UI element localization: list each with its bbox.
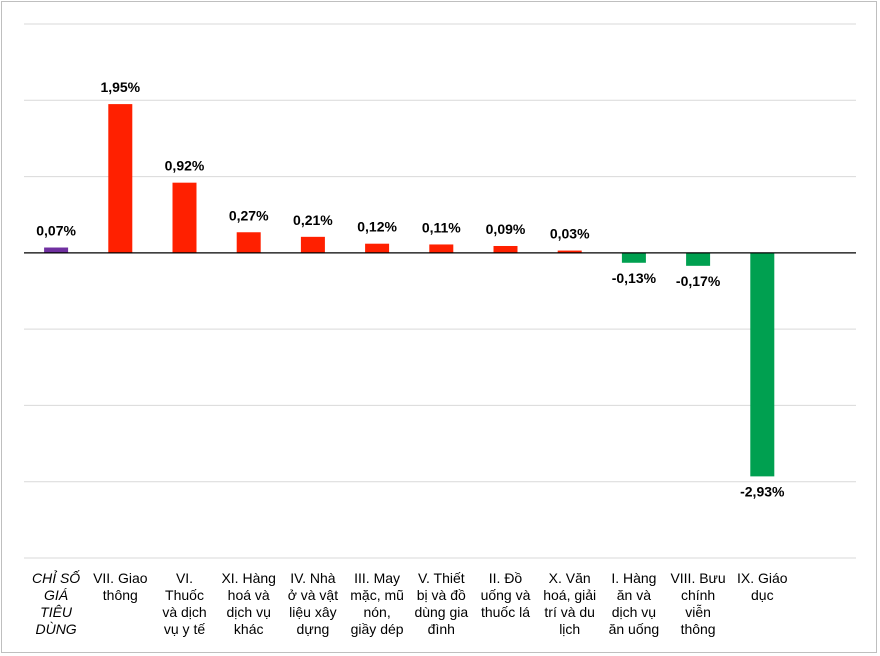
category-label-line: ăn và [617, 587, 651, 603]
category-label-line: XI. Hàng [221, 570, 275, 586]
category-label-line: hoá, giải [543, 587, 596, 603]
data-label: 0,03% [550, 226, 590, 242]
bar [686, 252, 711, 266]
category-label-line: VI. [176, 570, 193, 586]
category-label: X. Văn hoá, giải trí và du lịch [543, 570, 596, 637]
category-label-line: thông [681, 621, 716, 637]
category-label-line: viễn [685, 604, 711, 620]
bar [493, 245, 518, 253]
data-label: 0,27% [229, 207, 269, 223]
category-label: IV. Nhà ở và vật liệu xây dựng [288, 570, 339, 637]
category-label-line: thông [103, 587, 138, 603]
category-label-line: dục [751, 587, 774, 603]
category-label-line: dịch vụ [227, 604, 271, 620]
category-label-line: chính [681, 587, 715, 603]
bar [108, 104, 133, 253]
category-label-line: GIÁ [44, 587, 68, 603]
category-label-line: dựng [297, 621, 330, 637]
category-label-line: trí và du [544, 604, 595, 620]
data-label: 0,21% [293, 212, 333, 228]
category-label-line: TIÊU [40, 604, 73, 620]
bar [172, 182, 197, 253]
data-label: 0,07% [36, 223, 76, 239]
category-label-line: hoá và [228, 587, 270, 603]
category-label-line: liệu xây [289, 604, 336, 620]
bar [750, 252, 775, 477]
category-label-line: VII. Giao [93, 570, 148, 586]
category-label-line: và dịch [162, 604, 206, 620]
data-label: 0,92% [165, 158, 205, 174]
category-label-line: IX. Giáo [737, 570, 788, 586]
data-label: 0,11% [422, 219, 461, 235]
data-label: -2,93% [740, 483, 785, 499]
category-label: CHỈ SỐ GIÁ TIÊU DÙNG [32, 569, 80, 637]
data-label: 0,12% [357, 219, 397, 235]
bar [300, 236, 325, 253]
category-label-line: V. Thiết [418, 570, 465, 586]
data-label: -0,13% [612, 270, 657, 286]
category-label-line: thuốc lá [481, 604, 530, 620]
category-label-line: II. Đồ [489, 570, 523, 586]
data-label: -0,17% [676, 273, 721, 289]
bar [429, 244, 454, 253]
category-label: V. Thiết bị và đồ dùng gia đình [414, 570, 468, 637]
category-label: III. May mặc, mũ nón, giầy dép [350, 570, 404, 637]
category-label: II. Đồ uống và thuốc lá [481, 570, 531, 620]
category-label-line: III. May [354, 570, 400, 586]
category-label-line: ở và vật [288, 587, 339, 603]
category-label: XI. Hàng hoá và dịch vụ khác [221, 570, 275, 637]
bar [365, 243, 390, 253]
category-label-line: bị và đồ [417, 587, 466, 603]
category-label-line: DÙNG [35, 621, 76, 637]
category-label-line: CHỈ SỐ [32, 569, 80, 586]
bar [621, 252, 646, 263]
category-label-line: vụ y tế [164, 621, 205, 637]
category-label-line: dịch vụ [612, 604, 656, 620]
category-label: VI. Thuốc và dịch vụ y tế [162, 570, 206, 637]
category-label-line: uống và [481, 587, 531, 603]
data-label: 0,09% [486, 221, 526, 237]
category-label-line: khác [234, 621, 264, 637]
category-label: VIII. Bưu chính viễn thông [670, 570, 725, 637]
data-label: 1,95% [100, 79, 140, 95]
category-label-line: nón, [363, 604, 390, 620]
category-label-line: đình [428, 621, 455, 637]
category-label-line: VIII. Bưu [670, 570, 725, 586]
category-label-line: ăn uống [609, 621, 660, 637]
bar [236, 232, 261, 253]
category-label-line: Thuốc [165, 587, 204, 603]
category-label: I. Hàng ăn và dịch vụ ăn uống [609, 570, 660, 637]
bar [44, 247, 69, 253]
category-label-line: I. Hàng [611, 570, 656, 586]
category-label: IX. Giáo dục [737, 570, 788, 603]
category-label-line: giầy dép [351, 621, 404, 637]
category-label-line: dùng gia [414, 604, 468, 620]
category-label-line: IV. Nhà [290, 570, 336, 586]
category-label: VII. Giao thông [93, 570, 148, 603]
category-label-line: X. Văn [549, 570, 591, 586]
category-label-line: mặc, mũ [350, 587, 404, 603]
bar [557, 250, 582, 253]
category-label-line: lịch [559, 621, 580, 637]
